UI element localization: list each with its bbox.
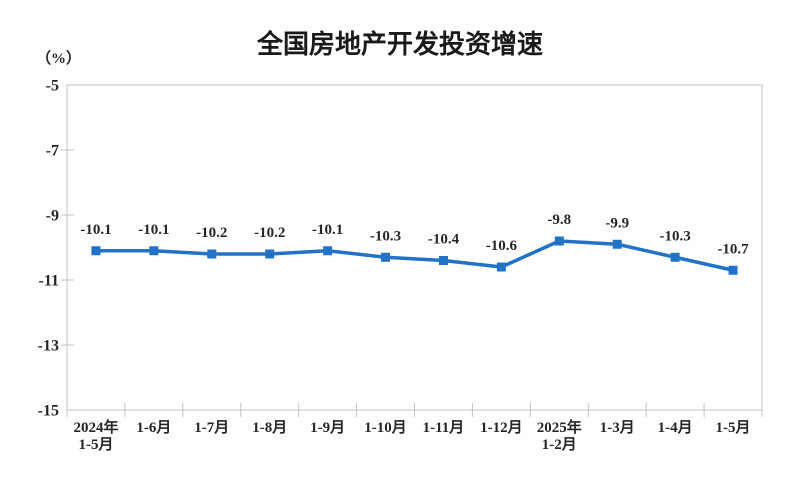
data-label: -9.9: [605, 215, 629, 231]
data-label: -10.1: [312, 222, 343, 238]
data-point-marker: [496, 262, 506, 272]
data-point-marker: [612, 239, 622, 249]
x-tick-label: 1-4月: [658, 419, 693, 436]
y-tick-label: -7: [46, 143, 59, 160]
data-point-marker: [381, 252, 391, 262]
x-tick-label: 1-3月: [600, 419, 635, 436]
x-tick-label: 1-6月: [136, 419, 171, 436]
data-label: -10.4: [428, 232, 460, 248]
x-tick-label: 1-2月: [542, 436, 577, 453]
x-tick-label: 1-7月: [194, 419, 229, 436]
data-point-marker: [323, 246, 333, 256]
data-point-marker: [670, 252, 680, 262]
data-label: -10.2: [196, 225, 227, 241]
data-point-marker: [207, 249, 217, 259]
x-tick-label: 1-11月: [423, 419, 465, 436]
y-tick-label: -15: [38, 403, 59, 420]
data-label: -10.1: [138, 222, 169, 238]
y-tick-label: -13: [38, 338, 59, 355]
data-label: -10.2: [254, 225, 285, 241]
data-label: -10.1: [80, 222, 111, 238]
plot-frame: [66, 84, 763, 411]
data-label: -10.3: [370, 228, 401, 244]
data-point-marker: [728, 265, 738, 275]
x-tick-label: 1-8月: [252, 419, 287, 436]
x-tick-label: 1-12月: [480, 419, 523, 436]
data-label: -10.6: [486, 238, 518, 254]
x-tick-label: 1-5月: [716, 419, 751, 436]
data-point-marker: [438, 256, 448, 265]
x-tick-label: 2025年: [537, 418, 582, 436]
y-tick-label: -5: [46, 78, 59, 95]
x-tick-label: 1-5月: [78, 436, 113, 453]
y-axis-unit-label: （%）: [36, 51, 82, 67]
data-point-marker: [265, 249, 275, 259]
data-point-marker: [554, 236, 564, 246]
series-line: [94, 239, 735, 272]
data-point-marker: [91, 246, 101, 256]
data-label: -10.7: [717, 241, 749, 257]
data-label: -9.8: [547, 212, 571, 228]
y-tick-label: -11: [39, 273, 59, 290]
data-point-marker: [149, 246, 159, 256]
x-tick-label: 1-9月: [310, 419, 345, 436]
chart-title: 全国房地产开发投资增速: [256, 29, 543, 59]
data-label: -10.3: [660, 228, 691, 244]
y-tick-label: -9: [46, 208, 59, 225]
x-tick-label: 2024年: [73, 418, 118, 436]
x-tick-label: 1-10月: [364, 419, 407, 436]
